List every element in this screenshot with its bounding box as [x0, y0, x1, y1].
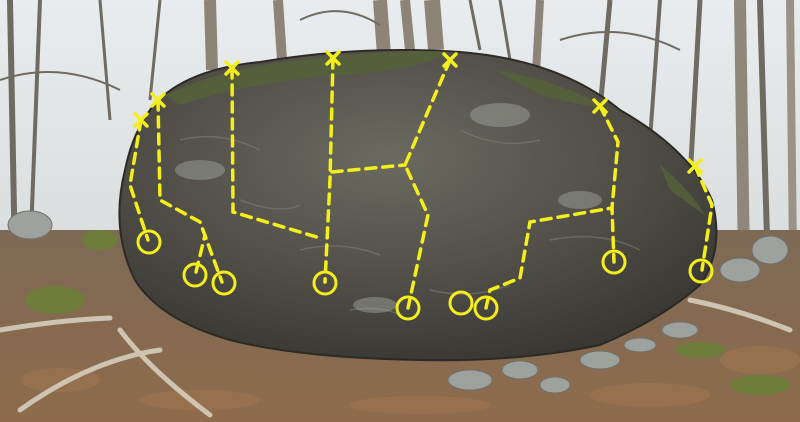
start-hold-circle	[448, 290, 474, 316]
top-out-marks	[133, 50, 703, 174]
top-out-x	[687, 158, 703, 174]
topo-overlay	[128, 56, 714, 310]
start-hold-circle	[211, 270, 237, 296]
top-out-x	[224, 60, 240, 76]
start-holds	[136, 229, 714, 321]
top-out-x	[442, 52, 458, 68]
start-hold-circle	[473, 295, 499, 321]
boulder-moss	[165, 50, 705, 215]
top-out-x	[133, 112, 149, 128]
route-line-1	[128, 118, 150, 242]
start-hold-circle	[312, 270, 338, 296]
start-hold-circle	[688, 258, 714, 284]
talus-rocks	[7, 210, 789, 394]
route-line-5	[403, 58, 452, 310]
route-line-4b	[330, 163, 407, 174]
route-line-4	[323, 56, 335, 284]
route-line-6	[484, 206, 614, 310]
start-hold-circle	[395, 295, 421, 321]
start-hold-circle	[136, 229, 162, 255]
route-line-7	[598, 104, 620, 264]
start-hold-circle	[601, 249, 627, 275]
top-out-x	[150, 92, 166, 108]
route-line-3	[230, 66, 322, 240]
top-out-x	[592, 98, 608, 114]
moss-patches-ground	[25, 230, 790, 395]
route-line-2b	[194, 233, 207, 274]
route-line-8	[693, 164, 714, 272]
start-hold-circle	[182, 262, 208, 288]
boulder-lichen	[175, 103, 602, 313]
route-line-2	[156, 98, 224, 284]
boulder-texture	[179, 129, 641, 316]
top-out-x	[325, 50, 341, 66]
boulder	[118, 48, 718, 362]
fallen-branches	[0, 297, 793, 418]
leaf-litter	[20, 346, 800, 414]
